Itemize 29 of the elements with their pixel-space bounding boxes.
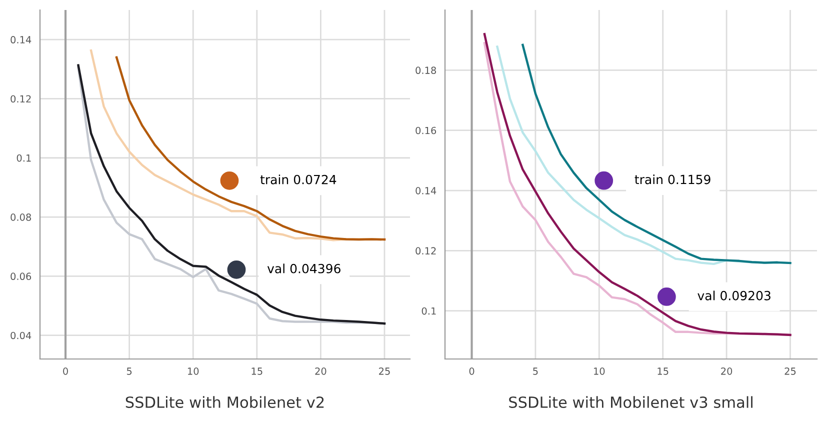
x-tick-label: 0 [469, 368, 474, 375]
x-tick-label: 20 [315, 368, 326, 375]
x-tick-label: 25 [379, 368, 390, 375]
x-tick-label: 15 [658, 368, 668, 375]
x-tick-label: 20 [721, 368, 732, 375]
annotation: val 0.09203 [698, 290, 770, 300]
annotation: train 0.0724 [260, 174, 336, 184]
y-tick-label: 0.12 [416, 247, 436, 255]
x-tick-label: 10 [188, 368, 199, 375]
y-tick-label: 0.14 [416, 186, 436, 194]
y-tick-label: 0.18 [416, 66, 436, 74]
x-tick-label: 15 [252, 368, 262, 375]
x-tick-label: 5 [533, 368, 538, 375]
y-tick-label: 0.06 [10, 272, 32, 280]
x-tick-label: 5 [126, 368, 132, 375]
x-axis-title: SSDLite with Mobilenet v2 [126, 396, 324, 408]
y-tick-label: 0.04 [10, 332, 32, 340]
x-tick-label: 25 [784, 368, 796, 375]
y-tick-label: 0.1 [16, 154, 31, 162]
x-tick-label: 10 [594, 368, 605, 375]
annotation: val 0.04396 [267, 264, 340, 274]
y-tick-label: 0.12 [10, 95, 31, 103]
y-tick-label: 0.08 [10, 214, 31, 221]
annotation: train 0.1159 [634, 174, 710, 184]
y-tick-label: 0.16 [416, 126, 436, 134]
x-axis-title: SSDLite with Mobilenet v3 small [509, 396, 752, 408]
y-tick-label: 0.1 [422, 307, 436, 315]
y-tick-label: 0.14 [10, 36, 32, 44]
x-tick-label: 0 [63, 368, 68, 375]
